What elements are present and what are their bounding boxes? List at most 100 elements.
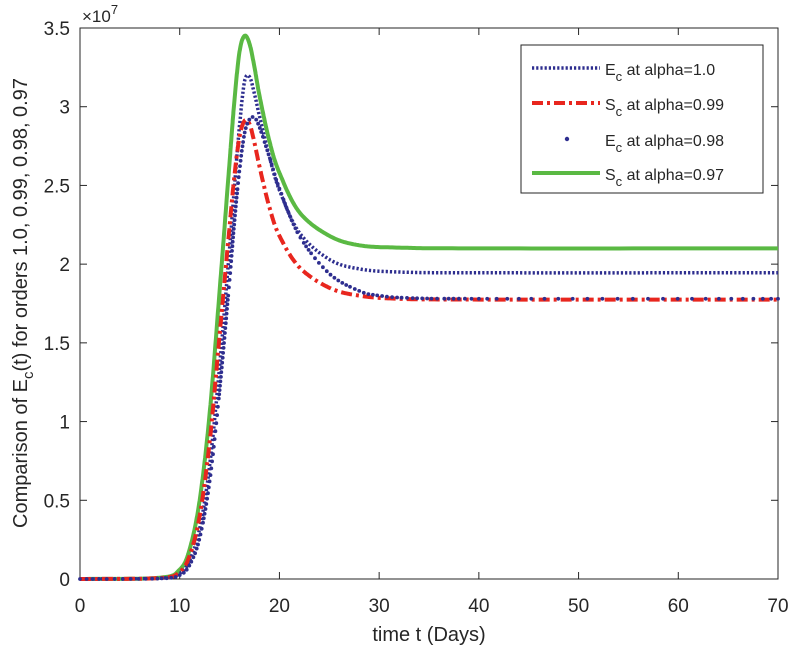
y-axis-label-suffix: (t) for orders 1.0, 0.99, 0.98, 0.97 bbox=[10, 78, 32, 372]
data-point-marker bbox=[169, 575, 174, 580]
legend-samples bbox=[532, 66, 600, 175]
data-point-marker bbox=[240, 144, 245, 149]
data-point-marker bbox=[220, 355, 225, 360]
data-point-marker bbox=[262, 140, 267, 145]
x-tick-label: 70 bbox=[767, 596, 788, 617]
data-point-marker bbox=[281, 197, 286, 202]
y-tick-label: 2 bbox=[59, 255, 70, 276]
data-point-marker bbox=[233, 204, 238, 209]
data-point-marker bbox=[231, 235, 236, 240]
data-point-marker bbox=[301, 241, 306, 245]
data-point-marker bbox=[269, 162, 274, 167]
data-point-marker bbox=[357, 289, 362, 293]
data-point-marker bbox=[159, 576, 164, 581]
data-point-marker bbox=[399, 295, 404, 300]
data-point-marker bbox=[451, 296, 456, 301]
data-point-marker bbox=[231, 227, 236, 231]
data-point-marker bbox=[395, 295, 399, 300]
data-point-marker bbox=[242, 135, 246, 139]
data-point-marker bbox=[271, 167, 275, 172]
y-tick-label: 2.5 bbox=[44, 176, 70, 197]
data-point-marker bbox=[542, 296, 547, 301]
data-point-marker bbox=[442, 296, 447, 301]
data-point-marker bbox=[340, 281, 345, 285]
data-point-marker bbox=[225, 302, 230, 307]
data-point-marker bbox=[477, 296, 481, 301]
data-point-marker bbox=[225, 307, 229, 311]
data-point-marker bbox=[317, 261, 321, 265]
data-point-marker bbox=[348, 284, 352, 289]
data-point-marker bbox=[274, 177, 279, 182]
legend-label-main: S bbox=[605, 167, 616, 184]
data-point-marker bbox=[201, 520, 205, 525]
data-point-marker bbox=[234, 195, 239, 200]
legend-label-main: E bbox=[605, 62, 616, 79]
data-point-marker bbox=[265, 148, 270, 153]
data-point-marker bbox=[259, 130, 264, 134]
y-axis-exponent-base: ×10 bbox=[82, 7, 111, 26]
data-point-marker bbox=[630, 296, 635, 301]
data-point-marker bbox=[238, 158, 243, 163]
y-tick-label: 0 bbox=[59, 570, 70, 591]
y-axis-ticks: 0 0.5 1 1.5 2 2.5 3 3.5 bbox=[44, 19, 778, 591]
data-point-marker bbox=[272, 172, 277, 177]
y-axis-label-subscript: c bbox=[20, 371, 37, 379]
data-point-marker bbox=[181, 570, 186, 575]
data-point-marker bbox=[191, 555, 196, 560]
data-point-marker bbox=[84, 577, 89, 581]
series-line bbox=[79, 117, 778, 581]
data-point-marker bbox=[675, 296, 680, 301]
data-point-marker bbox=[309, 251, 313, 256]
data-point-marker bbox=[216, 396, 221, 401]
y-axis-label-prefix: Comparison of E bbox=[10, 379, 32, 528]
data-point-marker bbox=[229, 254, 234, 258]
data-point-marker bbox=[257, 126, 262, 130]
data-point-marker bbox=[232, 218, 237, 223]
legend-label: Ec at alpha=0.98 bbox=[605, 133, 724, 155]
data-point-marker bbox=[410, 296, 415, 300]
data-point-marker bbox=[332, 275, 337, 280]
data-point-marker bbox=[143, 576, 148, 581]
data-point-marker bbox=[212, 437, 217, 441]
data-point-marker bbox=[235, 187, 240, 192]
data-point-marker bbox=[215, 413, 220, 417]
data-point-marker bbox=[446, 296, 451, 301]
y-tick-label: 1.5 bbox=[44, 334, 70, 355]
legend-label: Sc at alpha=0.99 bbox=[605, 97, 724, 119]
data-point-marker bbox=[206, 491, 210, 496]
data-point-marker bbox=[321, 265, 325, 270]
data-point-marker bbox=[293, 226, 298, 231]
y-axis-exponent-power: 7 bbox=[111, 2, 118, 17]
data-point-marker bbox=[239, 149, 244, 153]
x-tick-label: 30 bbox=[369, 596, 390, 617]
data-point-marker bbox=[435, 296, 439, 301]
data-point-marker bbox=[336, 278, 341, 283]
data-point-marker bbox=[283, 201, 287, 206]
data-point-marker bbox=[429, 296, 434, 301]
data-point-marker bbox=[366, 292, 371, 296]
data-point-marker bbox=[385, 294, 389, 299]
data-point-marker bbox=[380, 294, 384, 298]
legend: Ec at alpha=1.0 Sc at alpha=0.99 Ec at a… bbox=[520, 44, 764, 194]
data-point-marker bbox=[291, 222, 296, 227]
x-tick-label: 0 bbox=[75, 596, 86, 617]
data-point-marker bbox=[97, 577, 102, 581]
data-point-marker bbox=[155, 576, 160, 581]
x-tick-label: 40 bbox=[468, 596, 489, 617]
data-point-marker bbox=[223, 326, 228, 330]
data-point-marker bbox=[776, 296, 780, 301]
legend-label-subscript: c bbox=[616, 69, 623, 84]
data-point-marker bbox=[232, 222, 237, 227]
data-point-marker bbox=[226, 293, 231, 298]
data-point-marker bbox=[328, 272, 333, 277]
data-point-marker bbox=[225, 298, 230, 302]
data-point-marker bbox=[187, 563, 192, 568]
data-point-marker bbox=[289, 218, 294, 223]
data-point-marker bbox=[729, 296, 734, 301]
data-point-marker bbox=[494, 296, 499, 301]
data-point-marker bbox=[371, 292, 375, 297]
data-point-marker bbox=[227, 278, 232, 282]
data-point-marker bbox=[78, 577, 82, 581]
data-point-marker bbox=[104, 577, 109, 581]
